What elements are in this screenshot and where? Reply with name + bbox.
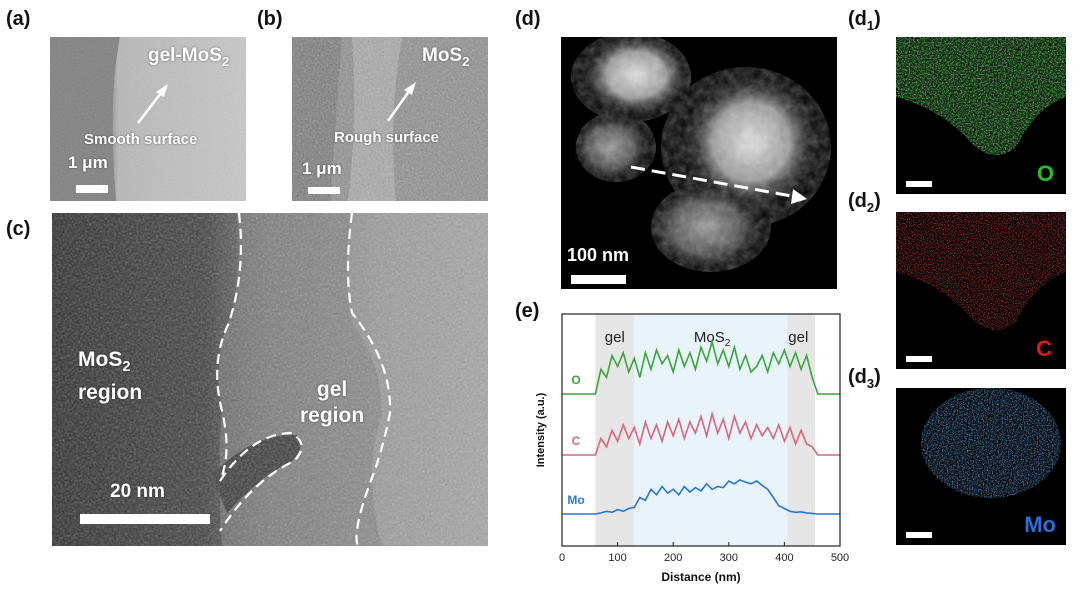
x-tick-label-1: 100 (608, 552, 626, 564)
series-line-O (562, 338, 840, 395)
scale-bar-a (76, 185, 108, 193)
material-label-a: gel-MoS2 (148, 45, 230, 69)
x-tick-label-4: 400 (775, 552, 793, 564)
panel-label-a: (a) (6, 8, 31, 30)
x-tick-label-5: 500 (831, 552, 849, 564)
scale-label-d: 100 nm (567, 245, 630, 265)
series-line-C (562, 410, 840, 456)
region-band-0 (595, 314, 635, 546)
series-label-Mo: Mo (567, 493, 584, 507)
plot-frame (561, 313, 841, 547)
scale-bar-d1 (906, 181, 932, 187)
region-label-1: MoS2 (694, 329, 731, 349)
region-label-2: gel (788, 329, 808, 346)
element-label-o: O (1036, 161, 1054, 186)
scale-bar-d (571, 275, 626, 284)
region-band-1 (634, 314, 788, 546)
x-axis-label: Distance (nm) (661, 570, 740, 584)
arrow-icon-d (791, 189, 807, 204)
scale-bar-d2 (906, 356, 932, 362)
tem-image-c: MoS2 region gel region 20 nm (52, 213, 488, 546)
eds-map-molybdenum: Mo (896, 388, 1066, 545)
panel-label-b: (b) (257, 8, 283, 30)
haadf-image-d: 100 nm (561, 37, 837, 289)
scale-label-b: 1 μm (302, 159, 342, 178)
eds-map-oxygen: O (896, 37, 1066, 194)
series-label-O: O (571, 373, 580, 387)
annotation-b: Rough surface (334, 129, 440, 146)
sem-image-b: MoS2 Rough surface 1 μm (292, 37, 488, 201)
panel-label-d2: (d2) (848, 190, 881, 215)
material-label-b: MoS2 (422, 45, 470, 69)
panel-label-c: (c) (6, 218, 31, 240)
scale-bar-d3 (906, 532, 932, 538)
y-axis-label: Intensity (a.u.) (535, 392, 547, 467)
panel-label-d1: (d1) (848, 8, 881, 33)
x-tick-label-2: 200 (664, 552, 682, 564)
element-label-c: C (1036, 336, 1052, 361)
series-label-C: C (572, 434, 581, 448)
scale-bar-b (308, 187, 340, 194)
scale-label-a: 1 μm (68, 153, 108, 172)
panel-label-d3: (d3) (848, 366, 881, 391)
element-label-mo: Mo (1024, 512, 1056, 537)
eds-map-carbon: C (896, 212, 1066, 369)
arrow-icon-a (137, 84, 168, 124)
region-label-mos2: MoS2 region (78, 348, 143, 405)
scale-bar-c (80, 514, 210, 524)
panel-label-d: (d) (515, 8, 541, 30)
series-line-Mo (562, 478, 840, 515)
line-profile-chart: gel MoS2 gel O C Mo 0 100 200 300 400 500 Intensi… (535, 313, 849, 584)
arrow-icon-b (386, 82, 416, 122)
region-label-0: gel (605, 329, 625, 346)
annotation-a: Smooth surface (84, 131, 198, 148)
sem-image-a: gel-MoS2 Smooth surface 1 μm (50, 37, 246, 201)
x-tick-label-0: 0 (559, 552, 565, 564)
scale-label-c: 20 nm (110, 481, 165, 502)
region-label-gel: gel region (300, 378, 365, 427)
x-tick-label-3: 300 (720, 552, 738, 564)
panel-label-e: (e) (515, 300, 540, 322)
